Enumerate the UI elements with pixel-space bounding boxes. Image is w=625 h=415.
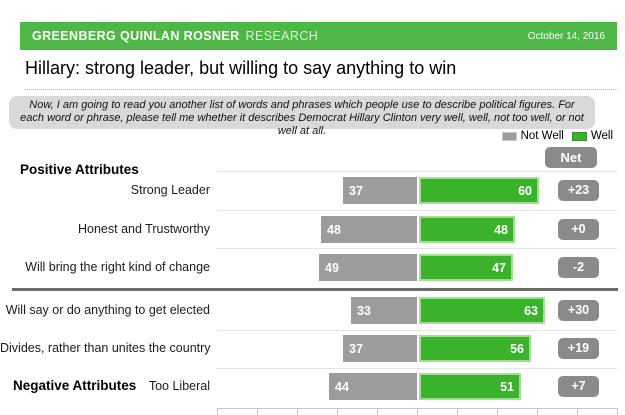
net-badge: -2 (558, 257, 599, 278)
attribute-label: Divides, rather than unites the country (0, 341, 211, 355)
survey-question-box: Now, I am going to read you another list… (9, 96, 595, 137)
well-bar: 60 (419, 177, 539, 204)
well-bar: 63 (419, 297, 545, 324)
not-well-bar: 48 (321, 216, 417, 243)
row-separator (217, 248, 617, 249)
net-badge: +19 (558, 338, 599, 359)
not-well-value: 37 (349, 183, 363, 198)
net-badge: +30 (558, 300, 599, 321)
x-axis-tick (577, 408, 578, 415)
not-well-value: 33 (357, 303, 371, 318)
well-swatch-icon (571, 131, 587, 141)
not-well-bar: 33 (351, 297, 417, 324)
not-well-bar: 37 (343, 335, 417, 362)
chart-legend: Not Well Well (494, 130, 613, 142)
not-well-value: 37 (349, 341, 363, 356)
header-bar: GREENBERG QUINLAN ROSNER RESEARCH Octobe… (20, 22, 617, 50)
not-well-value: 44 (335, 379, 349, 394)
net-badge: +0 (558, 219, 599, 240)
well-bar: 51 (419, 373, 521, 400)
well-value: 63 (524, 303, 538, 318)
x-axis-tick (457, 408, 458, 415)
x-axis-tick (377, 408, 378, 415)
well-value: 47 (492, 260, 506, 275)
well-value: 56 (510, 341, 524, 356)
x-axis-tick (497, 408, 498, 415)
well-value: 51 (500, 379, 514, 394)
net-badge: +23 (558, 180, 599, 201)
row-separator (217, 210, 617, 211)
attribute-label: Honest and Trustworthy (77, 222, 210, 236)
net-badge: +7 (558, 376, 599, 397)
not-well-bar: 37 (343, 177, 417, 204)
attribute-label: Too Liberal (148, 379, 210, 393)
attribute-label: Will bring the right kind of change (25, 260, 210, 274)
not-well-value: 49 (325, 260, 339, 275)
x-axis-tick (537, 408, 538, 415)
legend-not-well-label: Not Well (520, 130, 564, 142)
net-column-header: Net (545, 147, 597, 168)
x-axis-tick (337, 408, 338, 415)
page-title: Hillary: strong leader, but willing to s… (25, 58, 457, 78)
header-date: October 14, 2016 (527, 30, 605, 42)
section-divider (12, 288, 618, 291)
legend-item-well: Well (571, 130, 613, 142)
title-divider-rule (25, 89, 618, 90)
legend-well-label: Well (590, 130, 613, 142)
row-separator (217, 171, 617, 172)
well-value: 60 (518, 183, 532, 198)
x-axis-tick (617, 408, 618, 415)
well-bar: 48 (419, 216, 515, 243)
brand-research-label: RESEARCH (245, 29, 319, 43)
x-axis-tick (257, 408, 258, 415)
x-axis-tick (217, 408, 218, 415)
legend-item-not-well: Not Well (501, 130, 564, 142)
not-well-swatch-icon (501, 131, 517, 141)
x-axis-tick (417, 408, 418, 415)
well-bar: 47 (419, 254, 513, 281)
group-label-positive: Positive Attributes (20, 162, 139, 177)
group-label-negative: Negative Attributes (13, 378, 137, 393)
x-axis-tick (297, 408, 298, 415)
row-separator (217, 368, 617, 369)
attribute-label: Will say or do anything to get elected (5, 303, 210, 317)
not-well-bar: 44 (329, 373, 417, 400)
not-well-bar: 49 (319, 254, 417, 281)
well-value: 48 (494, 222, 508, 237)
not-well-value: 48 (327, 222, 341, 237)
well-bar: 56 (419, 335, 531, 362)
row-separator (217, 330, 617, 331)
brand-name: GREENBERG QUINLAN ROSNER (32, 29, 240, 43)
attribute-label: Strong Leader (130, 183, 210, 197)
